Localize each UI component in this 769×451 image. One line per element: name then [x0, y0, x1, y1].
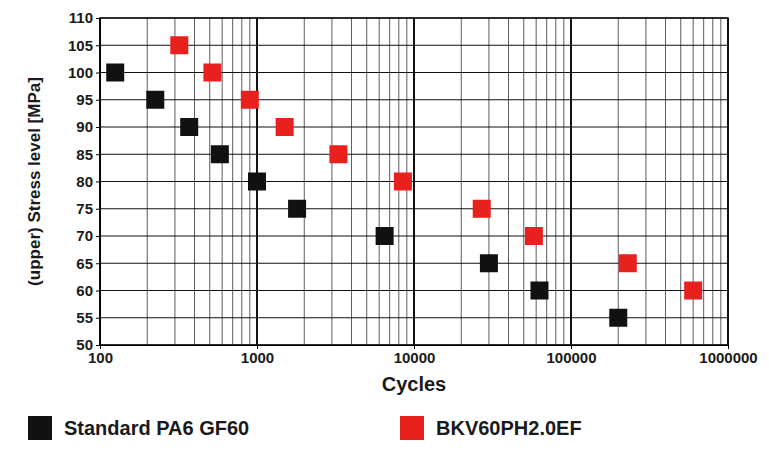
- y-tick-mark: [96, 73, 100, 74]
- y-tick: 60: [76, 282, 100, 299]
- y-tick-label: 90: [76, 118, 93, 135]
- plot-frame: [100, 18, 728, 345]
- x-tick: 1000000: [699, 345, 757, 366]
- y-tick: 100: [68, 64, 100, 81]
- point: [376, 227, 394, 245]
- y-tick-label: 95: [76, 91, 93, 108]
- point: [329, 145, 347, 163]
- point: [203, 64, 221, 82]
- points: [106, 36, 702, 327]
- point: [146, 91, 164, 109]
- point: [288, 200, 306, 218]
- y-tick-label: 80: [76, 173, 93, 190]
- x-tick-label: 10000: [394, 349, 436, 366]
- x-tick: 10000: [394, 345, 436, 366]
- point: [276, 118, 294, 136]
- y-tick: 85: [76, 146, 100, 163]
- y-tick-mark: [96, 182, 100, 183]
- y-tick-mark: [96, 154, 100, 155]
- y-tick-mark: [96, 18, 100, 19]
- x-axis-title: Cycles: [382, 373, 447, 395]
- y-tick-mark: [96, 318, 100, 319]
- point: [106, 64, 124, 82]
- y-tick-mark: [96, 236, 100, 237]
- chart: 100 1000 10000 100000 1000000 50 55 60 65 70 75 80 8…: [0, 0, 769, 451]
- grid-line: [100, 235, 728, 236]
- y-tick-label: 65: [76, 255, 93, 272]
- x-tick-label: 1000: [241, 349, 274, 366]
- y-tick-mark: [96, 345, 100, 346]
- y-tick-label: 85: [76, 146, 93, 163]
- y-tick-label: 100: [68, 64, 93, 81]
- y-tick-mark: [96, 263, 100, 264]
- y-tick-label: 75: [76, 200, 93, 217]
- x-tick-label: 1000000: [699, 349, 757, 366]
- y-tick-mark: [96, 100, 100, 101]
- x-tick: 1000: [241, 345, 274, 366]
- grid-line: [100, 181, 728, 182]
- point: [473, 200, 491, 218]
- y-tick-label: 60: [76, 282, 93, 299]
- point: [211, 145, 229, 163]
- grid-line: [100, 208, 728, 209]
- y-tick: 105: [68, 37, 100, 54]
- y-tick: 110: [69, 9, 100, 26]
- y-axis: 50 55 60 65 70 75 80 85 90 95 100 105 110: [68, 9, 101, 353]
- y-tick-label: 110: [69, 9, 93, 26]
- x-tick: 100000: [546, 345, 596, 366]
- legend-swatch: [400, 416, 424, 440]
- x-axis: 1001000100001000001000000: [88, 345, 758, 366]
- point: [170, 36, 188, 54]
- grid-line: [100, 72, 728, 73]
- y-tick: 75: [76, 200, 100, 217]
- y-axis-line: [96, 19, 101, 346]
- grid: [100, 18, 728, 345]
- legend: Standard PA6 GF60 BKV60PH2.0EF: [28, 416, 582, 440]
- y-tick: 50: [76, 336, 100, 353]
- legend-label: Standard PA6 GF60: [64, 417, 249, 439]
- y-axis-title: (upper) Stress level [MPa]: [25, 77, 44, 286]
- y-tick-mark: [96, 291, 100, 292]
- y-tick-label: 105: [68, 37, 93, 54]
- grid-line: [100, 154, 728, 155]
- y-tick-mark: [96, 45, 100, 46]
- grid-line: [100, 45, 728, 46]
- point: [241, 91, 259, 109]
- point: [684, 282, 702, 300]
- y-tick: 90: [76, 118, 100, 135]
- legend-label: BKV60PH2.0EF: [436, 417, 582, 439]
- grid-line: [100, 99, 728, 100]
- point: [609, 309, 627, 327]
- legend-swatch: [28, 416, 52, 440]
- point: [619, 254, 637, 272]
- grid-line: [100, 317, 728, 318]
- point: [180, 118, 198, 136]
- point: [525, 227, 543, 245]
- y-tick-label: 55: [76, 309, 93, 326]
- y-tick-mark: [96, 209, 100, 210]
- y-tick: 80: [76, 173, 100, 190]
- y-tick: 55: [76, 309, 100, 326]
- y-tick-mark: [96, 127, 100, 128]
- point: [394, 173, 412, 191]
- y-tick-label: 70: [76, 227, 93, 244]
- grid-line: [100, 290, 728, 291]
- x-tick-label: 100000: [546, 349, 596, 366]
- point: [530, 282, 548, 300]
- y-tick-label: 50: [76, 336, 93, 353]
- y-tick: 95: [76, 91, 100, 108]
- y-tick: 65: [76, 255, 100, 272]
- point: [480, 254, 498, 272]
- y-tick: 70: [76, 227, 100, 244]
- point: [248, 173, 266, 191]
